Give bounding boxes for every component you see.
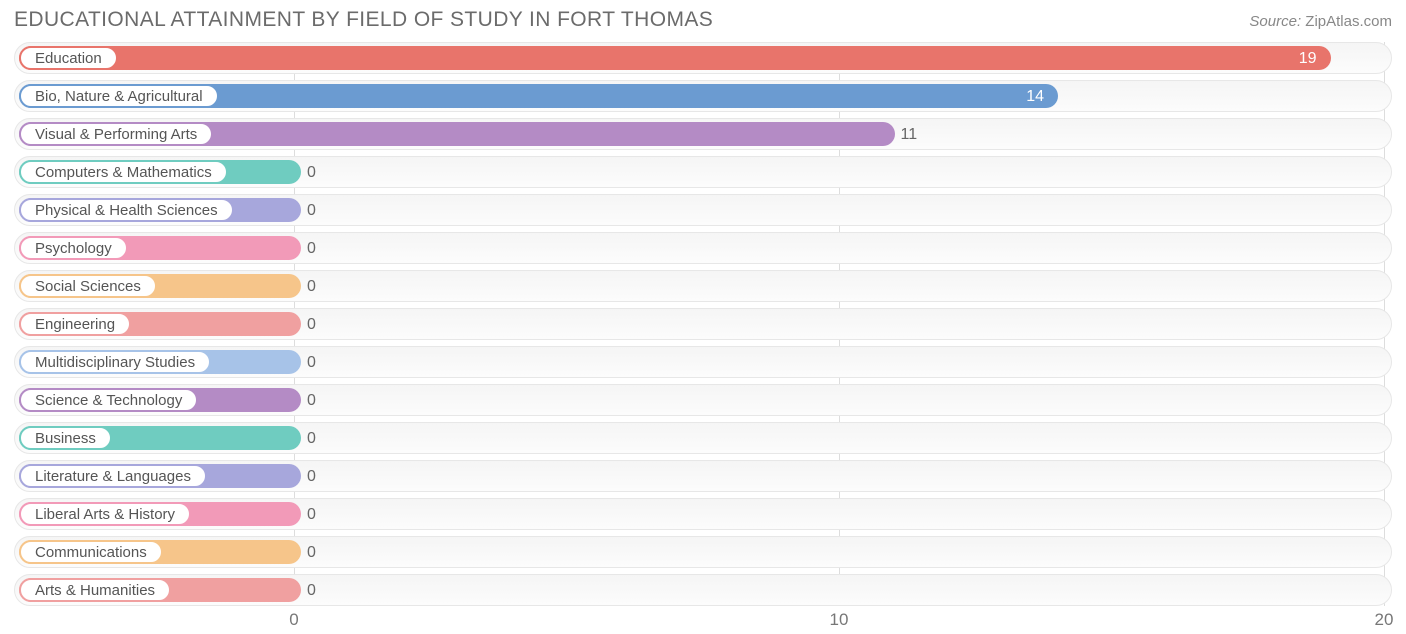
category-pill: Arts & Humanities — [19, 578, 171, 602]
bar-row: Engineering 0 — [14, 308, 1392, 340]
chart-title: EDUCATIONAL ATTAINMENT BY FIELD OF STUDY… — [14, 8, 713, 32]
x-tick-label: 0 — [289, 610, 298, 630]
value-label: 14 — [15, 81, 1058, 112]
category-pill: Literature & Languages — [19, 464, 207, 488]
category-pill: Liberal Arts & History — [19, 502, 191, 526]
chart-area: Education19 Bio, Nature & Agricultural14 V… — [14, 42, 1392, 634]
chart-source: Source: ZipAtlas.com — [1249, 13, 1392, 30]
value-label: 0 — [301, 157, 316, 188]
value-label: 0 — [301, 423, 316, 454]
bar-container: Education19 Bio, Nature & Agricultural14 V… — [14, 42, 1392, 606]
bar-row: Computers & Mathematics 0 — [14, 156, 1392, 188]
bar-row: Arts & Humanities 0 — [14, 574, 1392, 606]
value-label: 0 — [301, 499, 316, 530]
value-label: 0 — [301, 537, 316, 568]
value-label: 0 — [301, 271, 316, 302]
bar-row: Literature & Languages 0 — [14, 460, 1392, 492]
bar-row: Physical & Health Sciences 0 — [14, 194, 1392, 226]
category-pill: Psychology — [19, 236, 128, 260]
category-pill: Physical & Health Sciences — [19, 198, 234, 222]
value-label: 0 — [301, 575, 316, 606]
x-tick-label: 20 — [1375, 610, 1394, 630]
value-label: 0 — [301, 347, 316, 378]
value-label: 19 — [15, 43, 1331, 74]
category-pill: Business — [19, 426, 112, 450]
source-value: ZipAtlas.com — [1305, 13, 1392, 30]
value-label: 11 — [895, 119, 918, 150]
x-tick-label: 10 — [830, 610, 849, 630]
source-label: Source: — [1249, 13, 1301, 30]
bar-row: Multidisciplinary Studies 0 — [14, 346, 1392, 378]
category-pill: Multidisciplinary Studies — [19, 350, 211, 374]
category-pill: Engineering — [19, 312, 131, 336]
value-label: 0 — [301, 195, 316, 226]
x-axis: 0 10 20 — [14, 608, 1392, 634]
value-label: 0 — [301, 233, 316, 264]
value-label: 0 — [301, 309, 316, 340]
bar-row: Education19 — [14, 42, 1392, 74]
category-pill: Communications — [19, 540, 163, 564]
category-pill: Social Sciences — [19, 274, 157, 298]
bar-row: Liberal Arts & History 0 — [14, 498, 1392, 530]
bar-row: Bio, Nature & Agricultural14 — [14, 80, 1392, 112]
bar-row: Psychology 0 — [14, 232, 1392, 264]
category-pill: Visual & Performing Arts — [19, 122, 213, 146]
value-label: 0 — [301, 461, 316, 492]
bar-row: Business 0 — [14, 422, 1392, 454]
category-pill: Computers & Mathematics — [19, 160, 228, 184]
bar-row: Communications 0 — [14, 536, 1392, 568]
value-label: 0 — [301, 385, 316, 416]
bar-row: Science & Technology 0 — [14, 384, 1392, 416]
chart-header: EDUCATIONAL ATTAINMENT BY FIELD OF STUDY… — [14, 8, 1392, 32]
category-pill: Science & Technology — [19, 388, 198, 412]
bar-row: Social Sciences 0 — [14, 270, 1392, 302]
bar-row: Visual & Performing Arts 11 — [14, 118, 1392, 150]
